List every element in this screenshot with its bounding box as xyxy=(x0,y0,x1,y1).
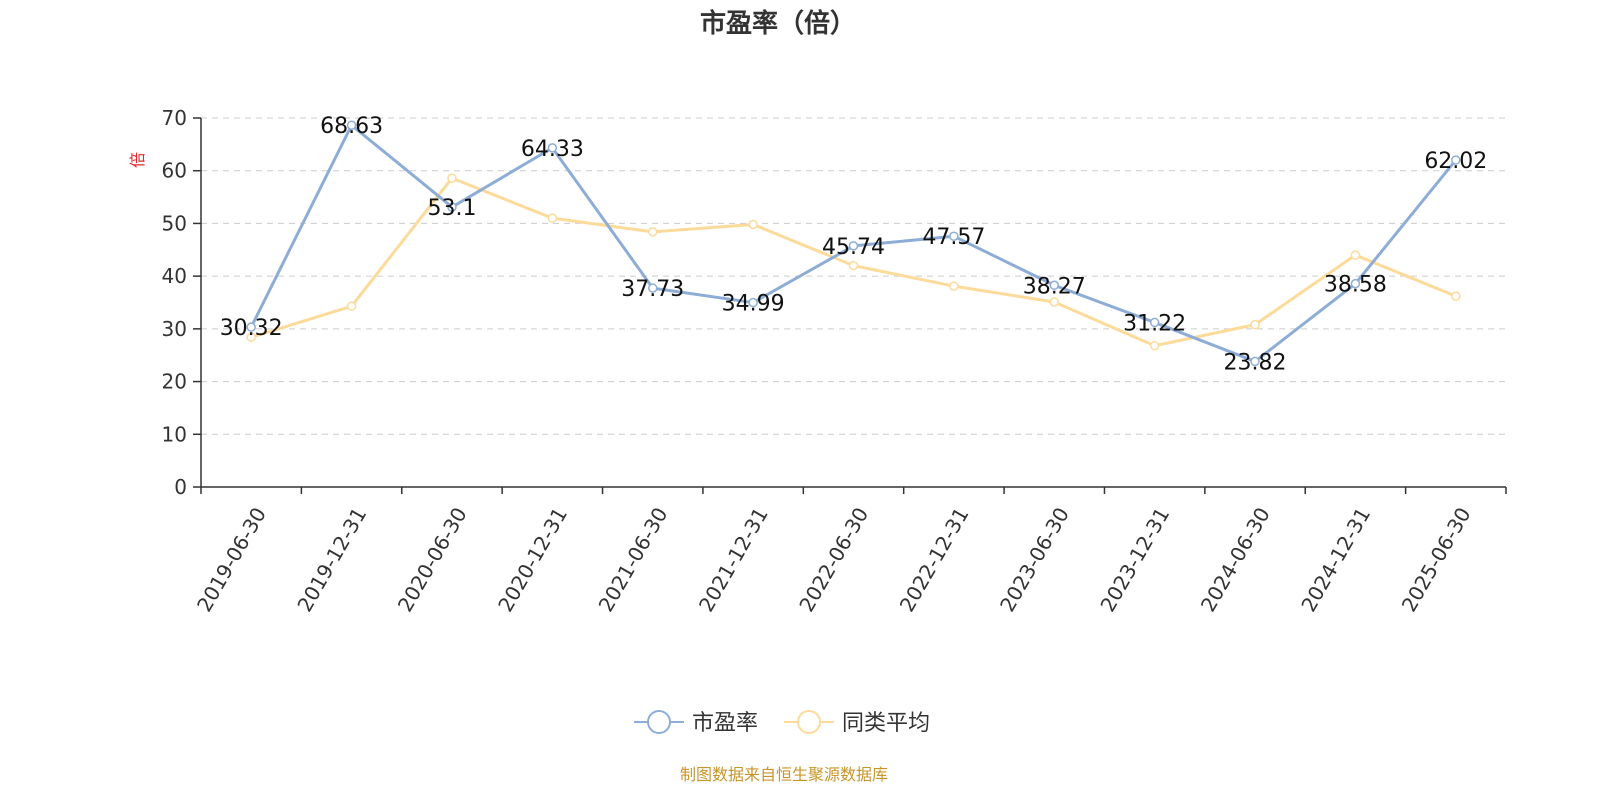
data-point-pe xyxy=(647,283,658,293)
y-tick-label: 50 xyxy=(162,211,187,235)
data-point-pe xyxy=(848,241,859,251)
y-tick-label: 70 xyxy=(162,106,187,130)
data-point-avg xyxy=(1149,340,1160,351)
data-point-avg xyxy=(1250,319,1260,330)
data-point-avg xyxy=(346,301,357,311)
data-point-pe xyxy=(1350,278,1361,289)
legend-label-pe: 市盈率 xyxy=(692,711,758,736)
data-label: 45.74 xyxy=(822,235,885,260)
data-label: 68.63 xyxy=(320,114,383,139)
legend-label-avg: 同类平均 xyxy=(842,711,930,736)
data-point-pe xyxy=(447,202,457,212)
chart-title: 市盈率（倍） xyxy=(700,8,856,39)
data-point-pe xyxy=(547,143,558,153)
data-point-pe xyxy=(346,120,357,130)
data-label: 23.82 xyxy=(1224,350,1287,375)
data-label: 64.33 xyxy=(521,137,584,162)
data-point-pe xyxy=(748,297,758,308)
data-point-pe xyxy=(1250,356,1260,367)
x-tick-label: 2020-06-30 xyxy=(393,503,472,616)
data-label: 38.58 xyxy=(1324,273,1387,298)
data-label: 37.73 xyxy=(621,277,684,302)
data-point-pe xyxy=(1049,280,1060,291)
x-tick-label: 2023-06-30 xyxy=(995,503,1074,616)
y-tick-label: 40 xyxy=(162,264,187,288)
data-point-avg xyxy=(647,227,658,237)
legend: 市盈率 同类平均 xyxy=(634,710,930,736)
x-tick-label: 2019-06-30 xyxy=(192,503,271,616)
data-label: 30.32 xyxy=(220,316,283,341)
data-point-avg xyxy=(547,213,558,223)
data-label: 38.27 xyxy=(1023,274,1086,299)
legend-item-avg[interactable]: 同类平均 xyxy=(784,710,930,736)
x-tick-label: 2022-12-31 xyxy=(895,503,974,616)
data-point-avg xyxy=(748,219,758,230)
legend-marker-circle xyxy=(647,710,671,734)
source-note: 制图数据来自恒生聚源数据库 xyxy=(680,765,888,784)
data-point-avg xyxy=(848,260,859,271)
y-axis-label: 倍 xyxy=(128,152,147,168)
data-label: 31.22 xyxy=(1123,311,1186,336)
data-labels: 30.32 68.63 53.1 64.33 37.73 34.99 45.74 47.57 3… xyxy=(220,114,1488,375)
data-label: 53.1 xyxy=(427,196,476,221)
x-tick-label: 2021-06-30 xyxy=(594,503,673,616)
data-point-avg xyxy=(949,281,959,291)
y-tick-label: 20 xyxy=(162,370,187,394)
x-tick-label: 2020-12-31 xyxy=(493,503,572,616)
data-point-avg xyxy=(447,173,457,183)
data-point-avg xyxy=(246,332,256,343)
y-tick-label: 10 xyxy=(162,422,187,446)
series-lines xyxy=(246,120,1461,367)
x-tick-label: 2021-12-31 xyxy=(694,503,773,616)
legend-item-pe[interactable]: 市盈率 xyxy=(634,710,758,736)
data-point-pe xyxy=(1451,155,1461,165)
grid-lines xyxy=(201,117,1506,435)
data-label: 62.02 xyxy=(1424,149,1487,174)
legend-marker-circle xyxy=(797,710,821,734)
axes: 0 10 20 30 40 50 60 70 2019-06-30 2019-12-31 2020-… xyxy=(162,106,1507,616)
data-point-pe xyxy=(1149,317,1160,328)
x-tick-label: 2023-12-31 xyxy=(1095,503,1174,616)
x-tick-label: 2019-12-31 xyxy=(292,503,371,616)
x-tick-label: 2024-06-30 xyxy=(1196,503,1275,616)
x-tick-label: 2022-06-30 xyxy=(794,503,873,616)
data-point-pe xyxy=(949,231,959,241)
data-point-avg xyxy=(1350,250,1361,260)
data-point-avg xyxy=(1451,291,1461,301)
y-tick-label: 0 xyxy=(174,475,187,499)
data-label: 47.57 xyxy=(922,225,985,250)
data-point-avg xyxy=(1049,297,1060,307)
y-tick-label: 30 xyxy=(162,317,187,341)
data-point-pe xyxy=(246,322,256,332)
y-tick-label: 60 xyxy=(162,159,187,183)
x-tick-label: 2025-06-30 xyxy=(1397,503,1476,616)
x-tick-label: 2024-12-31 xyxy=(1296,503,1375,616)
data-label: 34.99 xyxy=(722,292,785,317)
